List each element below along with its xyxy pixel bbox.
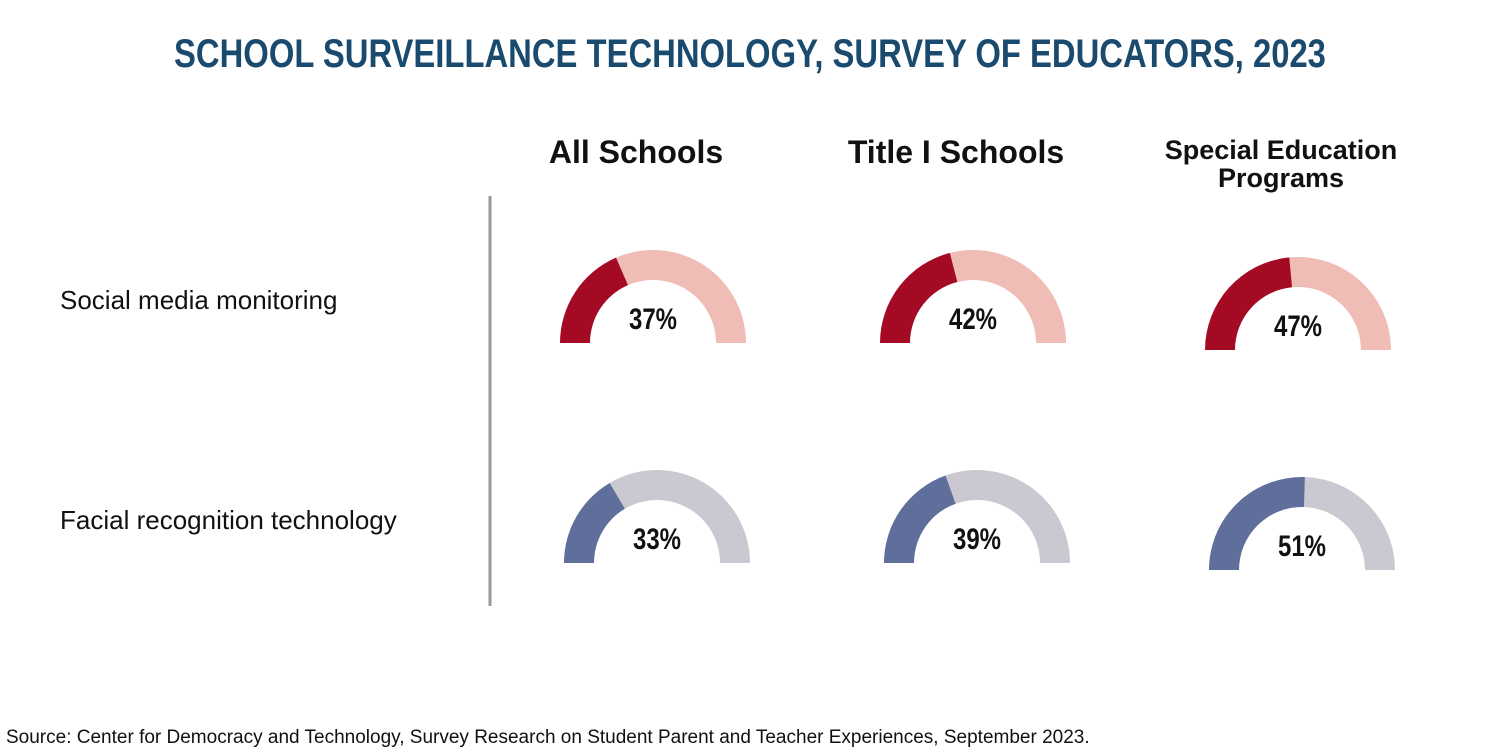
gauge-track <box>945 470 1070 563</box>
column-header: Special Education Programs <box>1164 135 1398 193</box>
value-label: 51% <box>1278 528 1326 562</box>
gauge-track <box>949 250 1066 343</box>
value-label: 42% <box>949 301 997 335</box>
gauge-fill <box>560 257 628 343</box>
gauge-fill <box>880 252 958 343</box>
value-label: 37% <box>629 301 677 335</box>
column-header: All Schools <box>548 134 724 170</box>
gauge-fill <box>884 475 956 563</box>
value-label: 47% <box>1274 308 1322 342</box>
value-label: 33% <box>633 521 681 555</box>
row-label: Social media monitoring <box>60 285 338 315</box>
gauge-track <box>616 250 746 343</box>
gauge-track <box>609 469 750 563</box>
gauge-fill <box>1205 257 1293 350</box>
value-label: 39% <box>953 521 1001 555</box>
gauge-track <box>1289 257 1391 350</box>
gauge-fill <box>1209 477 1305 570</box>
column-header: Title I Schools <box>847 134 1065 170</box>
gauge-track <box>1303 477 1395 570</box>
row-label: Facial recognition technology <box>60 505 397 535</box>
source-note: Source: Center for Democracy and Technol… <box>6 727 1090 748</box>
chart-title: SCHOOL SURVEILLANCE TECHNOLOGY, SURVEY O… <box>174 32 1326 76</box>
gauge-fill <box>564 482 625 563</box>
